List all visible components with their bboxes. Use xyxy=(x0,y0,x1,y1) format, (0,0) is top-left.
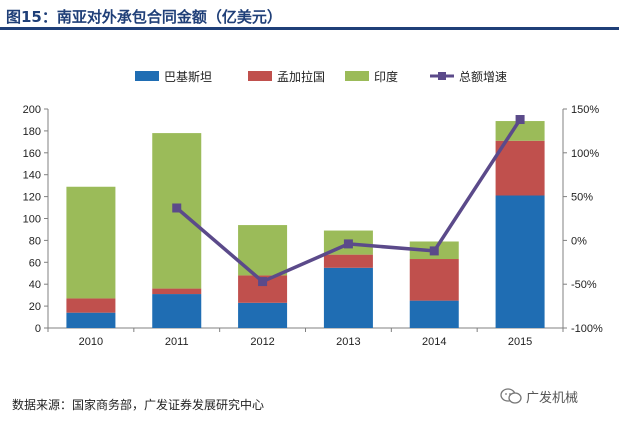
title-bar: 图15：南亚对外承包合同金额（亿美元） xyxy=(0,0,619,30)
legend-swatch xyxy=(248,71,272,81)
chart-title: 图15：南亚对外承包合同金额（亿美元） xyxy=(6,8,282,26)
bar-segment xyxy=(66,298,116,313)
bar-segment xyxy=(409,259,459,301)
growth-point xyxy=(429,246,439,256)
y2-tick-label: -100% xyxy=(571,323,603,335)
x-tick-label: 2014 xyxy=(422,336,446,348)
legend-label: 总额增速 xyxy=(459,70,507,84)
y-tick-label: 160 xyxy=(23,148,41,160)
y-tick-label: 80 xyxy=(29,235,41,247)
title-rule xyxy=(0,27,619,30)
legend-swatch xyxy=(345,71,369,81)
bar-segment xyxy=(323,267,373,328)
bar-segment xyxy=(152,288,202,295)
x-tick-label: 2015 xyxy=(508,336,532,348)
y-tick-label: 140 xyxy=(23,170,41,182)
growth-point xyxy=(172,203,182,213)
y-tick-label: 40 xyxy=(29,279,41,291)
legend-marker xyxy=(438,72,446,80)
y-tick-label: 100 xyxy=(23,214,41,226)
growth-point xyxy=(515,115,525,125)
growth-point xyxy=(343,239,353,249)
bar-segment xyxy=(323,254,373,268)
y2-tick-label: 50% xyxy=(571,192,593,204)
y2-tick-label: 150% xyxy=(571,104,599,116)
chart: 0 20 40 60 80 100 120 140 160 180 200 -100% -50% 0% 50… xyxy=(23,69,603,348)
bar-segment xyxy=(238,302,288,328)
y2-tick-label: -50% xyxy=(571,279,597,291)
y-tick-label: 0 xyxy=(35,323,41,335)
watermark: 广发机械 xyxy=(500,385,578,407)
legend-label: 巴基斯坦 xyxy=(164,70,212,84)
bar-segment xyxy=(66,312,116,328)
x-tick-label: 2010 xyxy=(79,336,103,348)
bar-segment xyxy=(495,140,545,196)
x-tick-label: 2011 xyxy=(165,336,189,348)
bar-segment xyxy=(495,195,545,328)
bar-segment xyxy=(152,294,202,328)
watermark-label: 广发机械 xyxy=(526,390,579,406)
growth-point xyxy=(258,277,268,287)
legend-swatch xyxy=(135,71,159,81)
y-tick-label: 120 xyxy=(23,192,41,204)
wechat-icon xyxy=(500,388,522,404)
x-tick-label: 2013 xyxy=(336,336,360,348)
source-note: 数据来源：国家商务部，广发证券发展研究中心 xyxy=(12,398,265,412)
y-tick-label: 20 xyxy=(29,301,41,313)
x-tick-label: 2012 xyxy=(250,336,274,348)
y2-tick-label: 0% xyxy=(571,235,587,247)
bar-segment xyxy=(409,300,459,328)
legend-label: 印度 xyxy=(374,69,398,84)
bar-segment xyxy=(66,186,116,299)
y-tick-label: 180 xyxy=(23,126,41,138)
y-tick-label: 60 xyxy=(29,257,41,269)
legend-label: 孟加拉国 xyxy=(277,69,325,84)
y-tick-label: 200 xyxy=(23,104,41,116)
y2-tick-label: 100% xyxy=(571,148,599,160)
